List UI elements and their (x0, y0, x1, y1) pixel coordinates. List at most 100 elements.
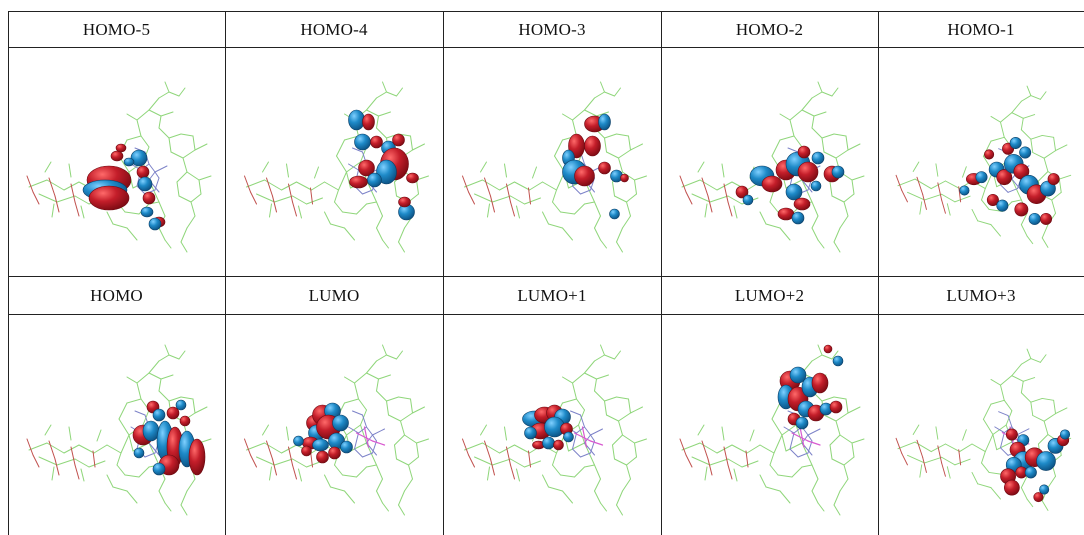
negative-lobe (148, 217, 162, 231)
positive-lobe (735, 185, 749, 199)
table-border-left (8, 11, 9, 535)
positive-lobe (811, 372, 829, 394)
molecule-structure (679, 81, 865, 253)
negative-lobe (789, 366, 807, 384)
negative-lobe (293, 435, 304, 447)
positive-lobe (996, 169, 1013, 186)
positive-lobe (398, 196, 411, 208)
negative-lobe (832, 355, 844, 367)
positive-lobe (166, 406, 180, 420)
positive-lobe (392, 133, 405, 147)
negative-lobe (996, 199, 1009, 212)
positive-lobe (829, 400, 843, 414)
negative-lobe (542, 436, 555, 450)
positive-lobe (823, 344, 833, 354)
positive-lobe (349, 175, 368, 189)
orbital-label-homo-3: HOMO-3 (518, 20, 586, 39)
negative-lobe (133, 447, 145, 459)
orbital-plot-homo-5 (9, 48, 225, 276)
orbital-plot-lumo (226, 315, 443, 535)
negative-lobe (367, 172, 382, 188)
positive-lobe (761, 175, 783, 193)
negative-lobe (831, 165, 845, 179)
positive-lobe (1005, 428, 1018, 441)
negative-lobe (152, 462, 166, 476)
positive-lobe (986, 193, 999, 206)
negative-lobe (332, 414, 349, 432)
positive-lobe (1003, 479, 1020, 496)
positive-lobe (777, 207, 795, 221)
orbital-plot-homo-1 (879, 48, 1084, 276)
orbital-plot-lumo-plus-1 (444, 315, 661, 535)
orbital-label-homo-4: HOMO-4 (300, 20, 368, 39)
negative-lobe (598, 113, 611, 131)
positive-lobe (188, 438, 206, 476)
column-divider-1 (225, 11, 226, 535)
positive-lobe (793, 197, 811, 211)
negative-lobe (142, 420, 160, 442)
orbital-label-homo: HOMO (90, 286, 143, 305)
orbital-plot-homo-4 (226, 48, 443, 276)
negative-lobe (175, 399, 187, 411)
negative-lobe (348, 109, 365, 131)
orbital-plot-homo (9, 315, 225, 535)
orbital-plot-homo-3 (444, 48, 661, 276)
table-border-top (8, 11, 1084, 12)
positive-lobe (301, 445, 312, 457)
negative-lobe (524, 426, 537, 440)
orbital-label-lumo-plus-1: LUMO+1 (517, 286, 587, 305)
positive-lobe (358, 159, 375, 177)
negative-lobe (1028, 212, 1041, 225)
negative-lobe (810, 180, 822, 192)
positive-lobe (1040, 212, 1053, 225)
table-header-rule-1 (8, 47, 1084, 48)
molecule-structure (895, 85, 1072, 248)
negative-lobe (1009, 137, 1022, 149)
molecule-structure (895, 348, 1072, 511)
positive-lobe (115, 143, 127, 153)
positive-lobe (1033, 492, 1044, 503)
negative-lobe (975, 171, 988, 184)
negative-lobe (130, 149, 148, 167)
positive-lobe (620, 173, 629, 183)
molecule-structure (462, 81, 647, 253)
negative-lobe (811, 151, 825, 165)
orbital-figure-table: HOMO-5 HOMO-4 HOMO-3 HOMO-2 HOMO-1 HOMO … (8, 11, 1084, 535)
column-divider-2 (443, 11, 444, 535)
negative-lobe (609, 208, 620, 220)
orbital-label-lumo-plus-2: LUMO+2 (734, 286, 805, 305)
negative-lobe (137, 176, 153, 192)
positive-lobe (136, 165, 150, 179)
orbital-plot-homo-2 (662, 48, 878, 276)
positive-lobe (1047, 173, 1060, 186)
positive-lobe (1014, 202, 1029, 217)
negative-lobe (1039, 484, 1050, 495)
positive-lobe (179, 415, 191, 427)
positive-lobe (142, 191, 156, 205)
orbital-label-homo-5: HOMO-5 (82, 20, 151, 39)
molecule-structure (462, 344, 647, 516)
orbital-plot-lumo-plus-2 (662, 315, 878, 535)
positive-lobe (797, 161, 819, 183)
positive-lobe (553, 439, 564, 451)
negative-lobe (1036, 451, 1056, 471)
table-row-divider (8, 276, 1084, 277)
orbital-label-lumo: LUMO (308, 286, 360, 305)
positive-lobe (110, 150, 124, 162)
positive-lobe (370, 135, 383, 149)
negative-lobe (785, 183, 803, 201)
column-divider-3 (661, 11, 662, 535)
positive-lobe (362, 113, 375, 131)
negative-lobe (1019, 146, 1032, 159)
negative-lobe (563, 431, 574, 443)
negative-lobe (152, 408, 166, 422)
negative-lobe (1040, 180, 1056, 197)
table-header-rule-2 (8, 314, 1084, 315)
negative-lobe (312, 438, 329, 452)
positive-lobe (598, 161, 611, 175)
negative-lobe (1059, 429, 1071, 440)
positive-lobe (328, 446, 341, 460)
negative-lobe (140, 206, 154, 218)
orbital-label-homo-2: HOMO-2 (735, 20, 804, 39)
orbital-label-homo-1: HOMO-1 (947, 20, 1015, 39)
